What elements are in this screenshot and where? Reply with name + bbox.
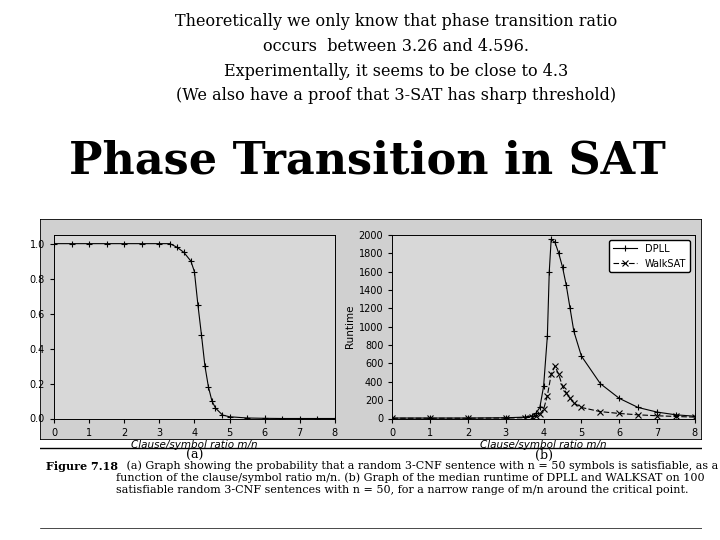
Text: Phase Transition in SAT: Phase Transition in SAT	[69, 139, 665, 183]
Text: (b): (b)	[534, 449, 553, 462]
Y-axis label: Runtime: Runtime	[345, 305, 354, 348]
Text: Figure 7.18: Figure 7.18	[46, 461, 118, 471]
Legend: DPLL, WalkSAT: DPLL, WalkSAT	[608, 240, 690, 272]
Text: Theoretically we only know that phase transition ratio
occurs  between 3.26 and : Theoretically we only know that phase tr…	[175, 13, 617, 104]
X-axis label: Clause/symbol ratio m/n: Clause/symbol ratio m/n	[480, 440, 607, 450]
Text: (a): (a)	[186, 449, 203, 462]
Text: (a) Graph showing the probability that a random 3-CNF sentence with n = 50 symbo: (a) Graph showing the probability that a…	[116, 461, 718, 495]
X-axis label: Clause/symbol ratio m/n: Clause/symbol ratio m/n	[131, 440, 258, 450]
